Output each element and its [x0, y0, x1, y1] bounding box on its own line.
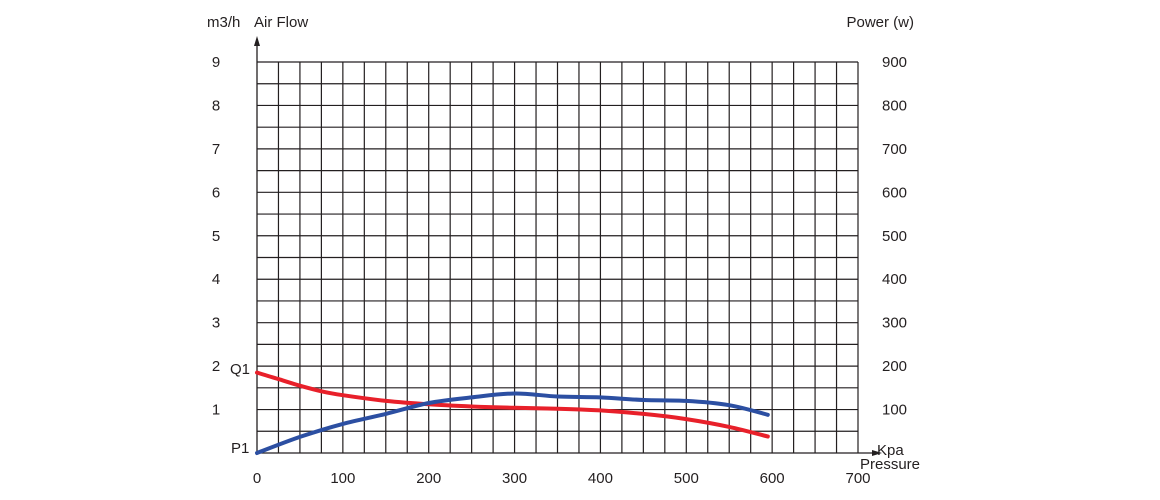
y-right-tick-label: 800: [882, 97, 907, 114]
y-right-tick-label: 600: [882, 184, 907, 201]
x-unit: Kpa: [877, 442, 904, 459]
y-left-tick-label: 3: [212, 315, 220, 332]
x-tick-label: 100: [330, 470, 355, 487]
y-right-tick-label: 100: [882, 402, 907, 419]
y-left-tick-label: 2: [212, 358, 220, 375]
y-right-tick-label: 700: [882, 141, 907, 158]
y-axis-arrow: [254, 36, 260, 46]
y-right-tick-label: 200: [882, 358, 907, 375]
y-left-tick-label: 9: [212, 54, 220, 71]
annotation-p1: P1: [231, 440, 249, 457]
y-left-tick-label: 8: [212, 97, 220, 114]
y-left-unit: m3/h: [207, 14, 240, 31]
y-right-tick-label: 300: [882, 315, 907, 332]
y-left-tick-label: 6: [212, 184, 220, 201]
x-tick-label: 200: [416, 470, 441, 487]
x-label: Pressure: [860, 456, 920, 473]
y-left-tick-label: 4: [212, 271, 220, 288]
y-right-tick-label: 400: [882, 271, 907, 288]
x-tick-label: 0: [253, 470, 261, 487]
chart-axes: [254, 36, 882, 456]
x-tick-label: 300: [502, 470, 527, 487]
y-left-label: Air Flow: [254, 14, 308, 31]
x-tick-label: 600: [760, 470, 785, 487]
y-left-tick-label: 5: [212, 228, 220, 245]
chart-ticks: 0 100 200 300 400 500 600 700 1 2 3 4 5 6 7 8 9 100 200 300…: [212, 54, 907, 487]
y-left-tick-label: 7: [212, 141, 220, 158]
y-right-label: Power (w): [846, 14, 914, 31]
chart-series: [255, 370, 770, 455]
x-tick-label: 400: [588, 470, 613, 487]
y-right-tick-label: 900: [882, 54, 907, 71]
power-series-line: [255, 391, 770, 455]
chart-labels: m3/h Air Flow Power (w) Kpa Pressure Q1 …: [207, 14, 920, 473]
air-flow-series-line: [255, 370, 770, 439]
annotation-q1: Q1: [230, 361, 250, 378]
y-left-tick-label: 1: [212, 402, 220, 419]
x-axis-arrow: [872, 450, 882, 456]
x-tick-label: 700: [845, 470, 870, 487]
y-right-tick-label: 500: [882, 228, 907, 245]
x-tick-label: 500: [674, 470, 699, 487]
chart-grid: [257, 61, 859, 453]
